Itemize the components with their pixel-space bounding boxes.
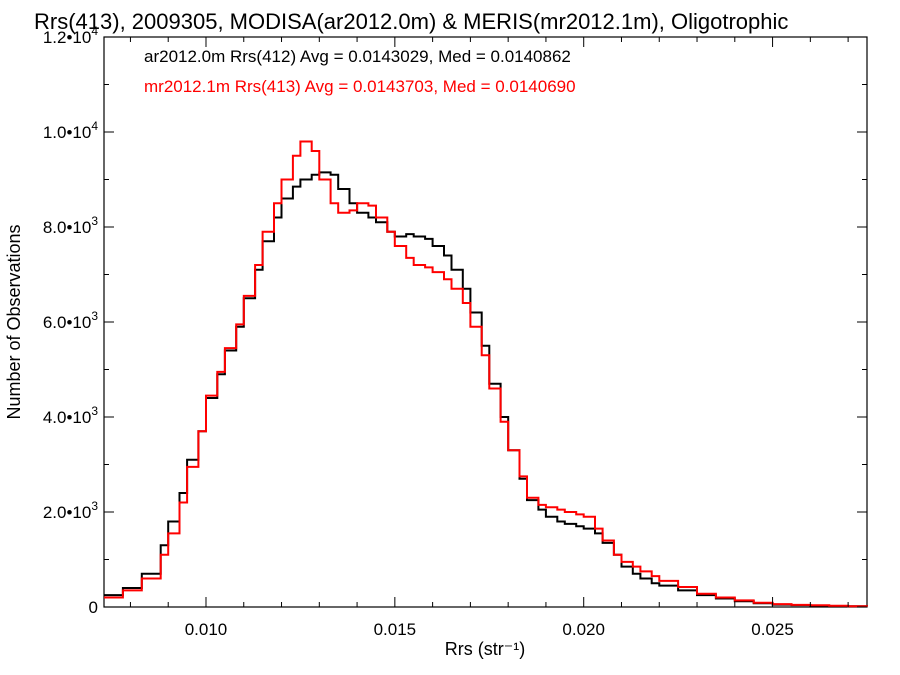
x-tick-label: 0.020 bbox=[562, 620, 605, 639]
x-tick-label: 0.010 bbox=[185, 620, 228, 639]
y-tick-label: 8.0•103 bbox=[43, 214, 99, 237]
y-axis-title: Number of Observations bbox=[4, 224, 24, 419]
y-tick-label: 6.0•103 bbox=[43, 309, 99, 332]
legend-entry-red: mr2012.1m Rrs(413) Avg = 0.0143703, Med … bbox=[144, 77, 576, 96]
series-line-black bbox=[104, 171, 868, 608]
series-layer bbox=[104, 140, 868, 608]
x-tick-label: 0.025 bbox=[751, 620, 794, 639]
y-tick-label: 1.0•104 bbox=[43, 119, 99, 142]
series-line-red bbox=[104, 140, 868, 608]
ticks-layer: 0.010 0.015 0.020 0.025 0 2.0•103 4.0•103 6.0•1… bbox=[43, 24, 867, 639]
plot-frame bbox=[103, 36, 868, 608]
x-axis-title: Rrs (str⁻¹) bbox=[445, 639, 525, 659]
y-tick-label: 2.0•103 bbox=[43, 499, 99, 522]
legend: ar2012.0m Rrs(412) Avg = 0.0143029, Med … bbox=[144, 47, 576, 96]
y-tick-label: 1.2•104 bbox=[43, 24, 99, 47]
y-tick-label: 4.0•103 bbox=[43, 404, 99, 427]
legend-entry-black: ar2012.0m Rrs(412) Avg = 0.0143029, Med … bbox=[144, 47, 571, 66]
chart-title: Rrs(413), 2009305, MODISA(ar2012.0m) & M… bbox=[34, 9, 788, 34]
x-tick-label: 0.015 bbox=[374, 620, 417, 639]
y-tick-label: 0 bbox=[89, 598, 98, 617]
plot-area: 0.010 0.015 0.020 0.025 0 2.0•103 4.0•103 6.0•1… bbox=[43, 24, 868, 639]
